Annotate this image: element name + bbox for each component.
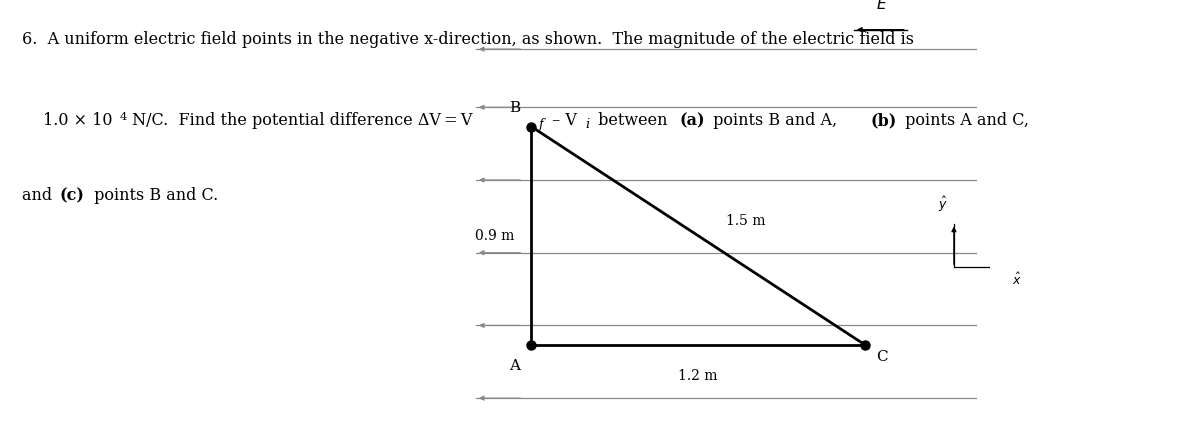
Text: 1.2 m: 1.2 m (678, 369, 718, 383)
Text: points B and A,: points B and A, (708, 112, 845, 129)
Text: 0.9 m: 0.9 m (475, 229, 515, 243)
Text: 1.5 m: 1.5 m (726, 214, 766, 228)
Text: and: and (22, 187, 56, 204)
Text: (c): (c) (60, 187, 85, 204)
Text: – V: – V (547, 112, 576, 129)
Text: points B and C.: points B and C. (89, 187, 218, 204)
Text: 6.  A uniform electric field points in the negative x-direction, as shown.  The : 6. A uniform electric field points in th… (22, 31, 913, 48)
Text: (b): (b) (871, 112, 898, 129)
Text: (a): (a) (679, 112, 704, 129)
Text: $\vec{E}$: $\vec{E}$ (876, 0, 888, 13)
Text: points A and C,: points A and C, (900, 112, 1028, 129)
Text: N/C.  Find the potential difference ΔV = V: N/C. Find the potential difference ΔV = … (127, 112, 472, 129)
Text: $\hat{y}$: $\hat{y}$ (938, 195, 948, 214)
Text: C: C (876, 350, 888, 364)
Text: A: A (509, 359, 521, 374)
Text: B: B (509, 101, 521, 114)
Text: f: f (539, 117, 544, 131)
Text: i: i (586, 117, 589, 131)
Text: between: between (593, 112, 672, 129)
Text: 1.0 × 10: 1.0 × 10 (43, 112, 113, 129)
Text: $\hat{x}$: $\hat{x}$ (1013, 272, 1022, 288)
Text: 4: 4 (120, 112, 127, 122)
